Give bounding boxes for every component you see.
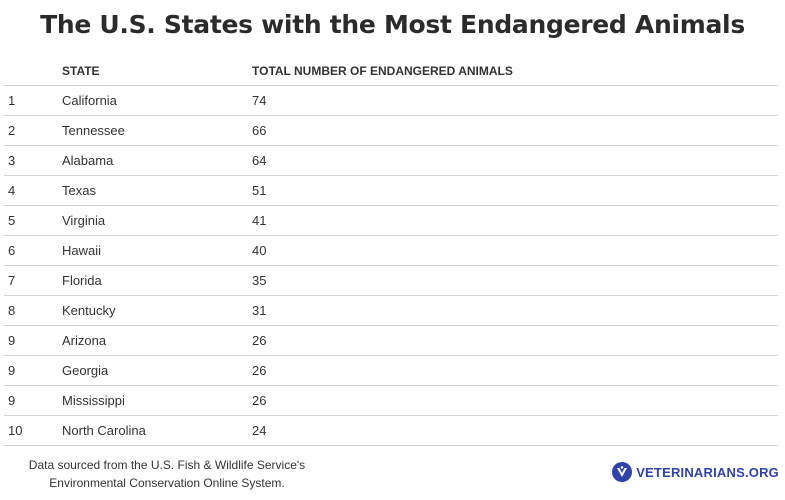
cell-rank: 2 (4, 115, 58, 146)
header-total: TOTAL NUMBER OF ENDANGERED ANIMALS (248, 56, 778, 86)
table-row: 8 Kentucky 31 (4, 295, 778, 326)
table-row: 9 Mississippi 26 (4, 385, 778, 416)
cell-total: 26 (248, 385, 778, 416)
cell-total: 64 (248, 145, 778, 176)
cell-rank: 1 (4, 85, 58, 116)
cell-state: Arizona (58, 325, 248, 356)
cell-rank: 7 (4, 265, 58, 296)
header-rank (4, 56, 58, 86)
cell-state: Hawaii (58, 235, 248, 266)
cell-total: 24 (248, 415, 778, 446)
cell-rank: 5 (4, 205, 58, 236)
table-header-row: STATE TOTAL NUMBER OF ENDANGERED ANIMALS (4, 56, 778, 86)
cell-total: 41 (248, 205, 778, 236)
cell-state: Kentucky (58, 295, 248, 326)
cell-total: 35 (248, 265, 778, 296)
cell-total: 66 (248, 115, 778, 146)
header-state: STATE (58, 56, 248, 86)
cell-state: Georgia (58, 355, 248, 386)
source-line-2: Environmental Conservation Online System… (49, 476, 285, 490)
veterinarians-logo-icon (612, 462, 633, 482)
source-note: Data sourced from the U.S. Fish & Wildli… (8, 456, 326, 492)
cell-state: Mississippi (58, 385, 248, 416)
cell-total: 26 (248, 355, 778, 386)
cell-state: Tennessee (58, 115, 248, 146)
table-row: 10 North Carolina 24 (4, 415, 778, 446)
cell-rank: 3 (4, 145, 58, 176)
logo-text: VETERINARIANS.ORG (636, 464, 779, 480)
cell-rank: 8 (4, 295, 58, 326)
cell-total: 40 (248, 235, 778, 266)
table-row: 7 Florida 35 (4, 265, 778, 296)
table-row: 3 Alabama 64 (4, 145, 778, 176)
cell-total: 51 (248, 175, 778, 206)
cell-rank: 6 (4, 235, 58, 266)
cell-state: Florida (58, 265, 248, 296)
cell-state: California (58, 85, 248, 116)
brand-logo[interactable]: VETERINARIANS.ORG (612, 460, 779, 484)
cell-rank: 9 (4, 325, 58, 356)
cell-total: 26 (248, 325, 778, 356)
table-row: 9 Georgia 26 (4, 355, 778, 386)
table-row: 2 Tennessee 66 (4, 115, 778, 146)
cell-rank: 10 (4, 415, 58, 446)
cell-total: 31 (248, 295, 778, 326)
chart-title: The U.S. States with the Most Endangered… (40, 10, 745, 39)
table-row: 1 California 74 (4, 85, 778, 116)
data-table-container: STATE TOTAL NUMBER OF ENDANGERED ANIMALS… (4, 56, 778, 446)
source-line-1: Data sourced from the U.S. Fish & Wildli… (28, 458, 306, 472)
cell-state: Virginia (58, 205, 248, 236)
table-row: 5 Virginia 41 (4, 205, 778, 236)
table-body: 1 California 74 2 Tennessee 66 3 Alabama 64 4 Texa… (4, 85, 778, 446)
cell-rank: 9 (4, 385, 58, 416)
table-row: 4 Texas 51 (4, 175, 778, 206)
cell-state: Alabama (58, 145, 248, 176)
cell-state: North Carolina (58, 415, 248, 446)
table-row: 6 Hawaii 40 (4, 235, 778, 266)
cell-total: 74 (248, 85, 778, 116)
table-row: 9 Arizona 26 (4, 325, 778, 356)
cell-rank: 4 (4, 175, 58, 206)
cell-state: Texas (58, 175, 248, 206)
cell-rank: 9 (4, 355, 58, 386)
data-table: STATE TOTAL NUMBER OF ENDANGERED ANIMALS… (4, 56, 778, 446)
